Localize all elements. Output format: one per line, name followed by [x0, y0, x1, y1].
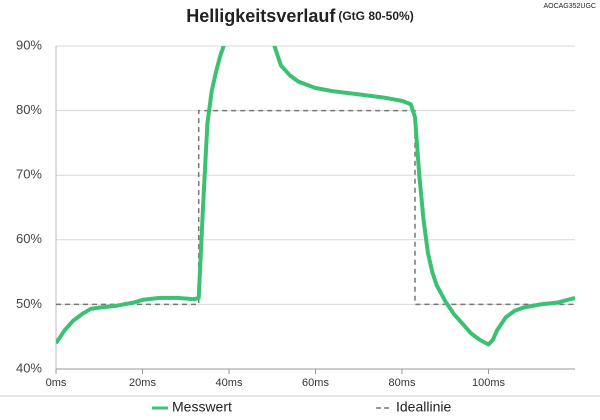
- plot-area: [56, 46, 575, 347]
- chart-title: Helligkeitsverlauf: [186, 6, 336, 26]
- series-line: [56, 109, 575, 306]
- legend-label: Messwert: [172, 399, 232, 415]
- y-tick-label: 90%: [16, 37, 42, 52]
- x-tick-label: 60ms: [302, 377, 329, 389]
- series-line: [56, 46, 575, 347]
- watermark: AOCAG352UGC: [543, 3, 596, 10]
- y-tick-label: 80%: [16, 102, 42, 117]
- x-tick-label: 100ms: [472, 377, 506, 389]
- chart-title-group: Helligkeitsverlauf (GtG 80-50%): [186, 6, 413, 26]
- legend-label: Ideallinie: [396, 399, 451, 415]
- x-tick-label: 40ms: [216, 377, 243, 389]
- y-tick-label: 70%: [16, 167, 42, 182]
- x-tick-label: 20ms: [129, 377, 156, 389]
- x-tick-label: 80ms: [389, 377, 416, 389]
- y-tick-label: 40%: [16, 360, 42, 375]
- y-tick-label: 60%: [16, 231, 42, 246]
- y-tick-label: 50%: [16, 296, 42, 311]
- x-tick-label: 0ms: [46, 377, 67, 389]
- chart-subtitle: (GtG 80-50%): [338, 9, 413, 23]
